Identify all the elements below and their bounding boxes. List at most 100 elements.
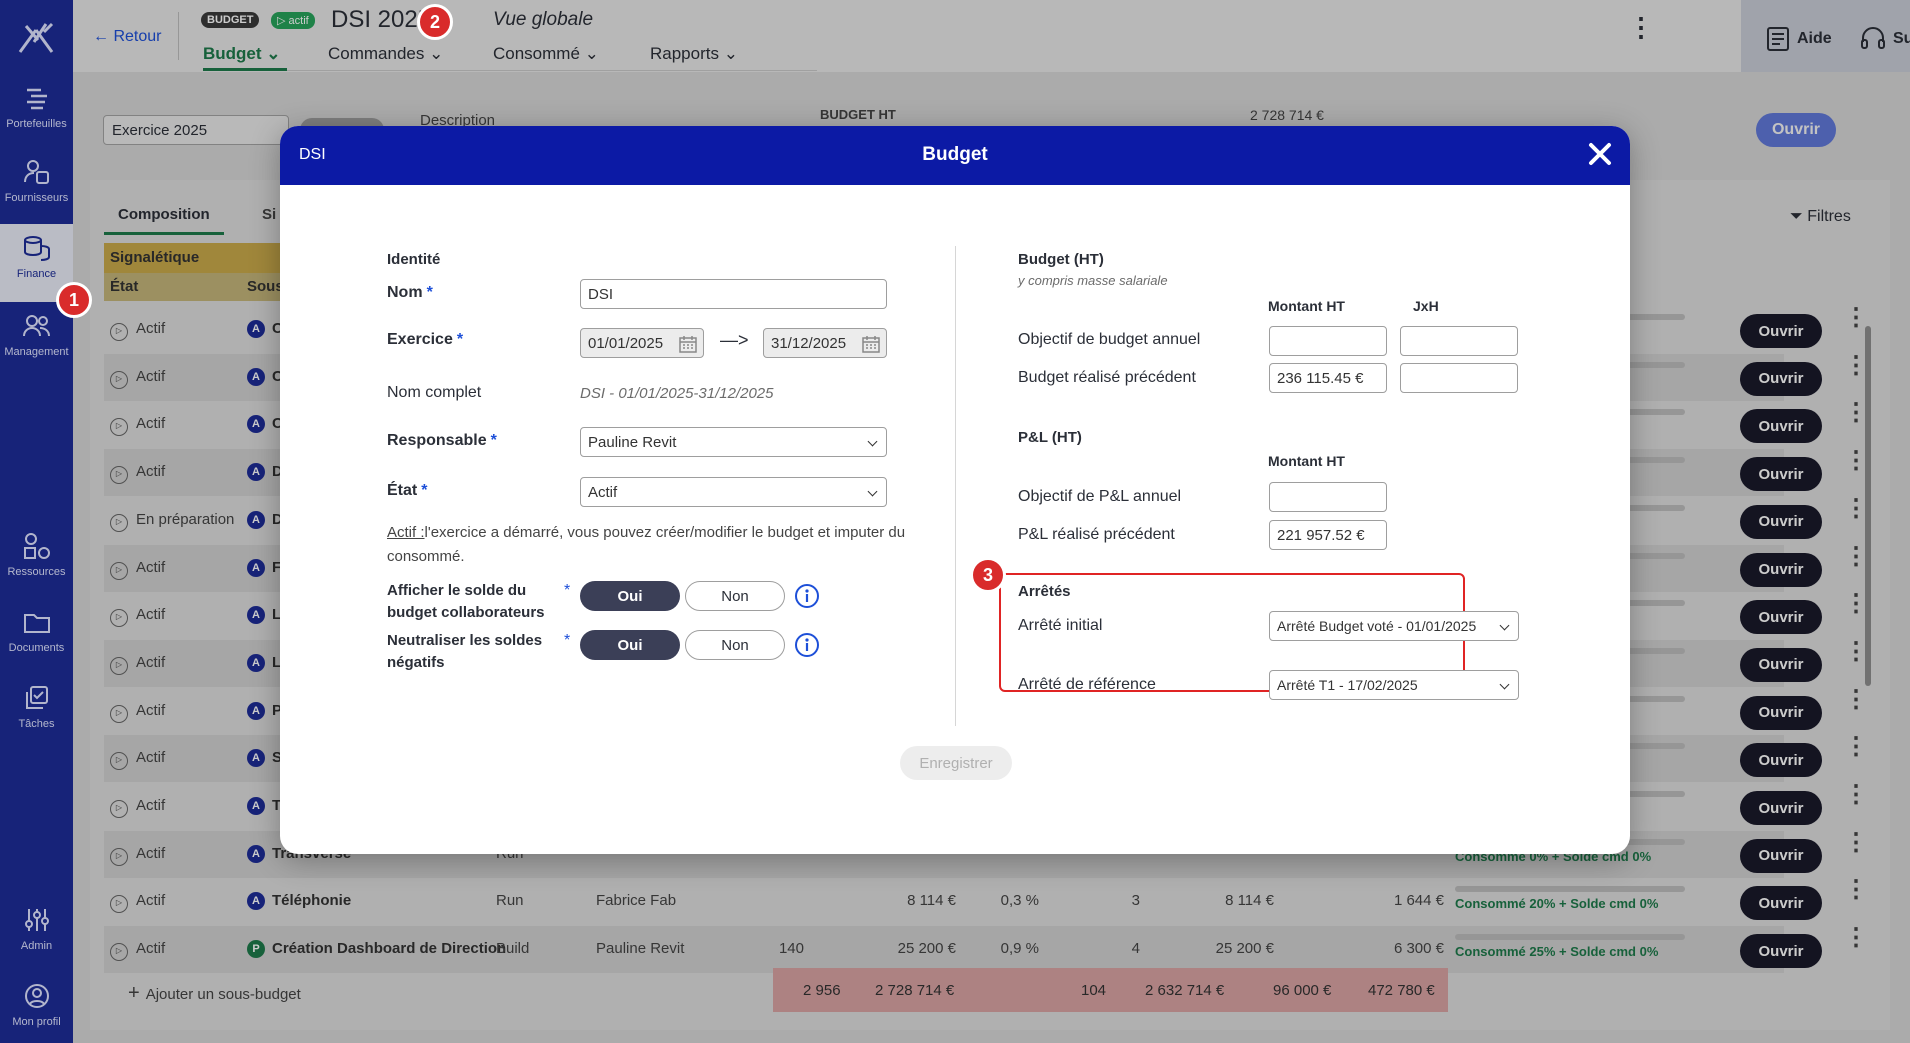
sidebar-item-label: Finance: [16, 268, 57, 280]
level-badge: A: [247, 749, 265, 768]
ouvrir-button[interactable]: Ouvrir: [1740, 838, 1822, 873]
exercise-select[interactable]: Exercice 2025: [103, 115, 289, 145]
row-cell: 1 644 €: [1393, 892, 1444, 910]
sidebar-item-taches[interactable]: Tâches: [0, 684, 73, 730]
row-cell: 25 200 €: [897, 940, 956, 958]
progress-bar: [1455, 934, 1685, 941]
tab-rapports[interactable]: Rapports ⌄: [650, 44, 738, 64]
scrollbar-thumb[interactable]: [1865, 326, 1871, 686]
ouvrir-button[interactable]: Ouvrir: [1740, 791, 1822, 825]
ouvrir-button[interactable]: Ouvrir: [1740, 457, 1822, 492]
ouvrir-button[interactable]: Ouvrir: [1740, 695, 1822, 730]
table-row[interactable]: Actif A Téléphonie Run Fabrice Fab 8 114 € 0,3…: [104, 878, 1868, 925]
sidebar-item-admin[interactable]: Admin: [0, 906, 73, 952]
responsable-select[interactable]: Pauline Revit: [580, 427, 887, 457]
resources-icon: [23, 533, 50, 559]
column-divider: [955, 246, 956, 726]
sidebar-item-fournisseurs[interactable]: Fournisseurs: [0, 158, 73, 204]
ouvrir-button[interactable]: Ouvrir: [1740, 934, 1822, 969]
budget-realise-jxh-input[interactable]: [1400, 363, 1518, 393]
sidebar-item-mon-profil[interactable]: Mon profil: [0, 982, 73, 1028]
ouvrir-button[interactable]: Ouvrir: [1740, 552, 1822, 587]
add-sub-budget-button[interactable]: + Ajouter un sous-budget: [128, 982, 301, 1005]
row-name: Création Dashboard de Direction: [272, 940, 507, 958]
row-status: Actif: [110, 606, 165, 627]
neutraliser-non-button[interactable]: Non: [685, 630, 785, 660]
required-marker: *: [564, 632, 571, 649]
sidebar-item-ressources[interactable]: Ressources: [0, 532, 73, 578]
row-progress: Consommé 20% + Solde cmd 0%: [1455, 896, 1659, 912]
objectif-pl-montant-input[interactable]: [1269, 482, 1387, 512]
tab-label: Consommé: [493, 44, 580, 63]
ouvrir-button[interactable]: Ouvrir: [1740, 504, 1822, 539]
level-badge: A: [247, 510, 265, 529]
ouvrir-button[interactable]: Ouvrir: [1740, 886, 1822, 921]
row-name: C: [272, 415, 283, 433]
row-status: Actif: [110, 654, 165, 675]
ouvrir-button[interactable]: Ouvrir: [1740, 314, 1822, 348]
sidebar-item-management[interactable]: Management: [0, 312, 73, 358]
close-icon[interactable]: [1585, 139, 1615, 169]
level-badge: A: [247, 320, 265, 338]
row-status: Actif: [110, 368, 165, 389]
arrete-initial-select[interactable]: Arrêté Budget voté - 01/01/2025: [1269, 611, 1519, 641]
objectif-budget-montant-input[interactable]: [1269, 326, 1387, 356]
nom-label-text: Nom: [387, 284, 423, 301]
tab-consomme[interactable]: Consommé ⌄: [493, 44, 599, 64]
pl-realise-label: P&L réalisé précédent: [1018, 526, 1175, 543]
row-name: T: [272, 797, 282, 814]
budget-modal: DSI Budget Identité Nom* Exercice* 01/01…: [280, 126, 1630, 854]
tab-commandes[interactable]: Commandes ⌄: [328, 44, 443, 64]
neutraliser-oui-button[interactable]: Oui: [580, 630, 680, 660]
tab-other[interactable]: Si: [262, 206, 277, 223]
pl-realise-montant-input[interactable]: 221 957.52 €: [1269, 520, 1387, 550]
table-row[interactable]: Actif P Création Dashboard de DirectionBui…: [104, 926, 1868, 974]
sidebar-item-portefeuilles[interactable]: Portefeuilles: [0, 84, 73, 130]
level-badge: P: [247, 940, 265, 959]
ouvrir-button[interactable]: Ouvrir: [1740, 409, 1822, 444]
etat-select[interactable]: Actif: [580, 477, 887, 507]
row-status: En préparation: [110, 511, 234, 532]
row-cell: 8 114 €: [1225, 892, 1274, 910]
calendar-icon[interactable]: [862, 335, 880, 353]
ouvrir-button[interactable]: Ouvrir: [1740, 743, 1822, 778]
section-budget-ht: Budget (HT): [1018, 251, 1104, 268]
back-link[interactable]: ← Retour: [93, 28, 162, 45]
ouvrir-button[interactable]: Ouvrir: [1740, 600, 1822, 635]
ouvrir-button[interactable]: Ouvrir: [1740, 361, 1822, 396]
level-badge: A: [247, 892, 265, 911]
info-icon[interactable]: [794, 632, 820, 658]
nom-input[interactable]: [580, 279, 887, 309]
sidebar-item-label: Fournisseurs: [4, 192, 69, 204]
tab-label: Rapports: [650, 44, 719, 63]
budget-realise-montant-input[interactable]: 236 115.45 €: [1269, 363, 1387, 393]
row-name: C: [272, 320, 283, 337]
tab-composition[interactable]: Composition: [118, 206, 210, 223]
tab-budget[interactable]: Budget ⌄: [203, 44, 281, 64]
sidebar-item-documents[interactable]: Documents: [0, 608, 73, 654]
afficher-solde-non-button[interactable]: Non: [685, 581, 785, 611]
objectif-pl-label: Objectif de P&L annuel: [1018, 488, 1182, 505]
support-button[interactable]: Support: [1859, 26, 1910, 52]
save-button[interactable]: Enregistrer: [900, 746, 1012, 780]
info-icon[interactable]: [794, 583, 820, 609]
aide-button[interactable]: Aide: [1765, 26, 1832, 52]
app-logo[interactable]: [16, 18, 58, 58]
totals-row: 2 956 2 728 714 € 104 2 632 714 € 96 000…: [773, 968, 1448, 1012]
help-area: Aide Support: [1741, 0, 1910, 72]
row-cell: 25 200 €: [1215, 940, 1274, 958]
filters-button[interactable]: ⏷ Filtres: [1790, 208, 1851, 226]
row-status: Actif: [110, 559, 165, 580]
arrete-reference-select[interactable]: Arrêté T1 - 17/02/2025: [1269, 670, 1519, 700]
calendar-icon[interactable]: [679, 335, 697, 353]
row-status: Actif: [110, 463, 165, 484]
required-marker: *: [421, 482, 428, 499]
afficher-solde-oui-button[interactable]: Oui: [580, 581, 680, 611]
level-badge: A: [247, 558, 265, 577]
exercice-end-date[interactable]: 31/12/2025: [763, 328, 887, 358]
ouvrir-button[interactable]: Ouvrir: [1756, 113, 1836, 147]
exercice-start-date[interactable]: 01/01/2025: [580, 328, 704, 358]
ouvrir-button[interactable]: Ouvrir: [1740, 647, 1822, 682]
objectif-budget-jxh-input[interactable]: [1400, 326, 1518, 356]
modal-header: DSI Budget: [280, 126, 1630, 185]
